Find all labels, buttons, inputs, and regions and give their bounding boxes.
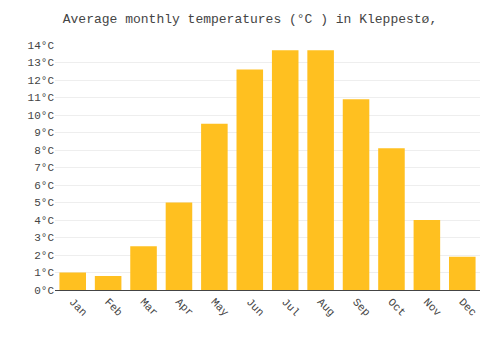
svg-text:Oct: Oct <box>385 296 407 318</box>
svg-text:0°C: 0°C <box>34 285 54 297</box>
svg-text:Jun: Jun <box>244 296 266 318</box>
svg-text:May: May <box>208 296 231 319</box>
svg-text:1°C: 1°C <box>34 267 54 279</box>
svg-text:Jan: Jan <box>67 296 89 318</box>
svg-text:Aug: Aug <box>315 296 337 318</box>
svg-text:7°C: 7°C <box>34 162 54 174</box>
svg-text:Mar: Mar <box>138 296 160 318</box>
svg-text:14°C: 14°C <box>28 40 55 52</box>
svg-text:5°C: 5°C <box>34 197 54 209</box>
svg-text:Apr: Apr <box>173 296 195 318</box>
svg-text:10°C: 10°C <box>28 110 55 122</box>
svg-text:13°C: 13°C <box>28 57 55 69</box>
svg-text:Dec: Dec <box>456 296 478 318</box>
svg-text:Nov: Nov <box>421 296 444 319</box>
svg-text:8°C: 8°C <box>34 145 54 157</box>
svg-text:2°C: 2°C <box>34 250 54 262</box>
svg-text:11°C: 11°C <box>28 92 55 104</box>
svg-text:Feb: Feb <box>102 296 124 318</box>
svg-text:Average monthly temperatures (: Average monthly temperatures (°C ) in Kl… <box>63 12 437 27</box>
svg-text:4°C: 4°C <box>34 215 54 227</box>
svg-text:Jul: Jul <box>279 296 301 318</box>
svg-text:9°C: 9°C <box>34 127 54 139</box>
svg-text:3°C: 3°C <box>34 232 54 244</box>
svg-text:12°C: 12°C <box>28 75 55 87</box>
svg-text:6°C: 6°C <box>34 180 54 192</box>
svg-text:Sep: Sep <box>350 296 372 318</box>
